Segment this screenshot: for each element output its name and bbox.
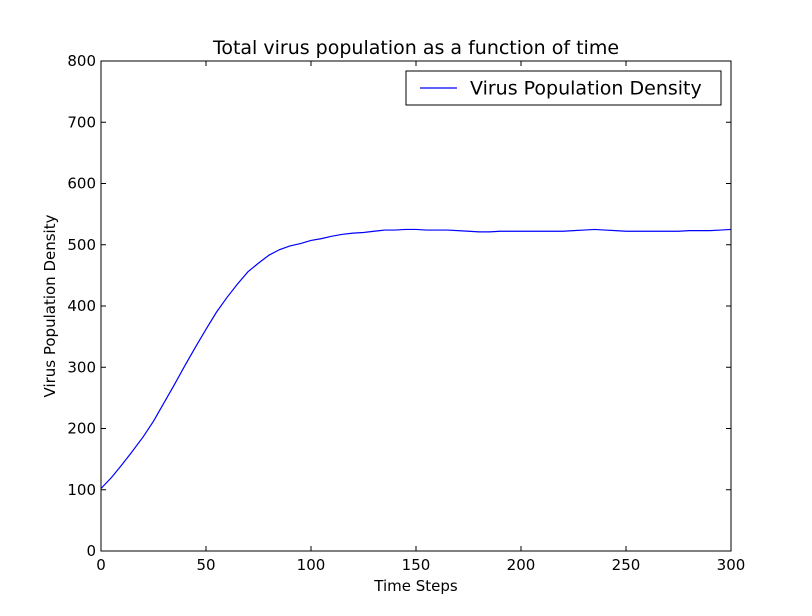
- y-tick-label: 0: [86, 542, 96, 560]
- x-tick-label: 200: [507, 556, 536, 574]
- y-tick-label: 200: [67, 420, 96, 438]
- axes-frame: [100, 60, 732, 552]
- legend-label-virus-population-density: Virus Population Density: [470, 78, 702, 100]
- y-tick-label: 500: [67, 236, 96, 254]
- plot-area: [101, 228, 731, 489]
- y-tick-label: 700: [67, 113, 96, 131]
- x-tick-label: 50: [196, 556, 215, 574]
- x-tick-label: 300: [717, 556, 746, 574]
- y-tick-label: 300: [67, 358, 96, 376]
- chart-title: Total virus population as a function of …: [212, 37, 619, 59]
- y-tick-label: 100: [67, 481, 96, 499]
- x-tick-label: 0: [96, 556, 106, 574]
- legend-box: [405, 70, 722, 106]
- x-tick-label: 100: [297, 556, 326, 574]
- series-line-0: [101, 228, 731, 489]
- x-tick-label: 150: [402, 556, 431, 574]
- y-tick-label: 600: [67, 175, 96, 193]
- y-axis-label: Virus Population Density: [41, 214, 59, 397]
- axis-ticks: 0 50 100 150 200 250 300 0 100 200 300 400 500 600 700…: [67, 52, 745, 574]
- y-tick-label: 800: [67, 52, 96, 70]
- legend: Virus Population Density: [405, 70, 722, 106]
- x-tick-label: 250: [612, 556, 641, 574]
- x-axis-label: Time Steps: [373, 577, 458, 595]
- y-tick-label: 400: [67, 297, 96, 315]
